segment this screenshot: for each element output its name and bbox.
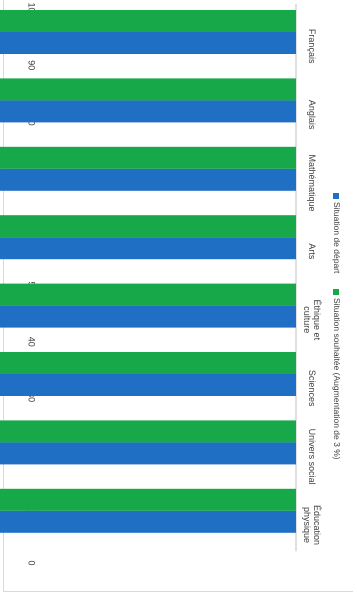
legend-swatch bbox=[333, 193, 339, 199]
bar-situation-depart bbox=[0, 100, 296, 123]
bar-situation-souhaitee bbox=[0, 78, 297, 101]
bar-situation-depart bbox=[0, 374, 296, 396]
bar-situation-souhaitee bbox=[0, 488, 296, 511]
value-tick-label: 30 bbox=[27, 392, 37, 402]
legend-label: Situation de départ bbox=[332, 202, 342, 274]
category-label: Français bbox=[307, 29, 317, 64]
bar-situation-souhaitee bbox=[0, 10, 296, 32]
category-label: Éthique etculture bbox=[302, 300, 322, 341]
bar-situation-souhaitee bbox=[0, 215, 297, 238]
category-label: Anglais bbox=[307, 100, 317, 130]
legend-swatch bbox=[333, 289, 339, 295]
category-label: Éducationphysique bbox=[302, 505, 322, 545]
bar-situation-depart bbox=[0, 237, 296, 260]
category-label: Univers social bbox=[307, 429, 317, 485]
value-tick-label: 0 bbox=[27, 560, 37, 565]
bar-situation-depart bbox=[0, 32, 297, 54]
category-label: Arts bbox=[307, 243, 317, 260]
category-label: Sciences bbox=[307, 370, 317, 407]
bar-situation-souhaitee bbox=[0, 283, 296, 306]
bar-situation-depart bbox=[0, 510, 297, 533]
bar-situation-souhaitee bbox=[0, 352, 296, 374]
bar-situation-depart bbox=[0, 442, 296, 465]
bar-situation-depart bbox=[0, 168, 297, 191]
legend-label: Situation souhaitée (Augmentation de 3 %… bbox=[332, 298, 342, 460]
value-tick-label: 90 bbox=[27, 60, 37, 70]
bar-situation-souhaitee bbox=[0, 420, 296, 443]
bar-situation-souhaitee bbox=[0, 146, 296, 169]
category-label: Mathématique bbox=[307, 154, 317, 211]
value-tick-label: 40 bbox=[27, 337, 37, 347]
bar-situation-depart bbox=[0, 305, 296, 328]
